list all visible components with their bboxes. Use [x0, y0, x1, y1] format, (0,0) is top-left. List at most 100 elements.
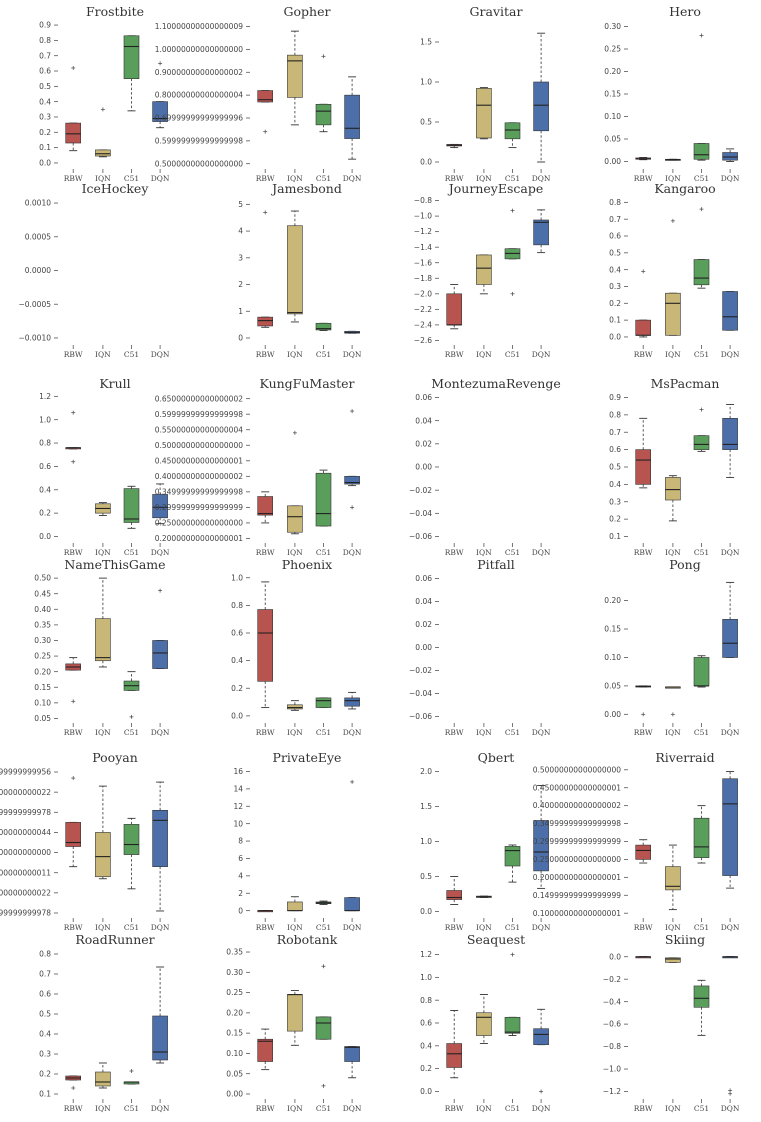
box-iqr [635, 319, 652, 336]
outlier-marker [670, 712, 675, 717]
y-tick-label: 0.06 [415, 393, 432, 402]
subplot-title: Jamesbond [270, 181, 342, 196]
x-tick-label: IQN [476, 1104, 492, 1113]
y-tick-label: 0.50 [34, 574, 51, 583]
subplot-title: JourneyEscape [447, 181, 543, 196]
subplot-hero: Hero 0.00 0.05 0.10 0.15 0.20 0.25 0.30 RBW IQN C5… [604, 4, 740, 183]
outlier-marker [350, 779, 355, 784]
y-tick-label: 1.0 [231, 573, 243, 582]
y-tick-label: 1 [238, 307, 243, 316]
y-tick-label: 1.0 [39, 415, 51, 424]
subplot-frostbite: Frostbite 0.0 0.1 0.2 0.3 0.4 0.5 0.6 0.7 0.8 0.9 R… [39, 4, 170, 183]
outlier-marker [158, 588, 163, 593]
outlier-marker [321, 964, 326, 969]
y-tick-label: 0.05 [226, 1069, 243, 1078]
box-iqr [257, 90, 274, 103]
x-tick-label: C51 [694, 728, 709, 737]
y-tick-label: 0.20 [226, 1008, 243, 1017]
box-iqr [315, 1016, 332, 1040]
y-tick-label: −1.0 [603, 1065, 621, 1074]
y-tick-label: 0.4 [420, 1041, 432, 1050]
y-tick-label: 0.699999999999999956 [0, 768, 51, 777]
y-tick-label: 0.35 [34, 620, 51, 629]
box-dqn [533, 1008, 549, 1094]
box-rbw [257, 90, 274, 134]
y-tick-label: 0.02 [415, 620, 432, 629]
outlier-marker [539, 1089, 544, 1094]
y-tick-label: 0.15 [604, 90, 621, 99]
y-tick-label: 0.8 [609, 410, 621, 419]
y-tick-label: −1.8 [414, 274, 432, 283]
y-tick-label: −0.0010 [18, 334, 51, 343]
box-iqr [152, 809, 168, 867]
box-iqr [344, 1046, 360, 1062]
x-tick-label: C51 [694, 548, 709, 557]
y-tick-label: 0.400000000000000022 [0, 888, 51, 897]
box-c51 [123, 671, 140, 719]
y-tick-label: 0.05 [604, 135, 621, 144]
y-tick-label: 0.1 [39, 143, 51, 152]
box-rbw [257, 1028, 274, 1071]
y-tick-label: 0.10 [226, 1049, 243, 1058]
box-c51 [123, 1069, 140, 1085]
box-rbw [635, 417, 652, 489]
y-tick-label: 0.34999999999999998 [533, 819, 622, 828]
subplot-title: Robotank [277, 932, 338, 947]
box-c51 [123, 35, 140, 112]
box-c51 [504, 208, 521, 296]
x-tick-label: IQN [287, 548, 303, 557]
x-tick-label: IQN [665, 1104, 681, 1113]
y-tick-label: 0.599999999999999978 [0, 808, 51, 817]
box-iqr [315, 472, 332, 527]
x-tick-label: RBW [634, 923, 653, 932]
outlier-marker [510, 291, 515, 296]
y-tick-label: 1.5 [420, 38, 432, 47]
y-tick-label: 0.00 [226, 1090, 243, 1099]
x-tick-label: RBW [445, 548, 464, 557]
y-tick-label: 0.7 [39, 970, 51, 979]
x-tick-label: IQN [476, 350, 492, 359]
box-iqr [152, 1015, 168, 1061]
box-iqr [287, 994, 303, 1032]
box-iqn [665, 957, 681, 963]
outlier-marker [71, 459, 76, 464]
box-iqr [665, 477, 681, 501]
box-iqr [693, 143, 710, 160]
x-tick-label: DQN [343, 350, 362, 359]
y-tick-label: 0.30 [604, 22, 621, 31]
y-tick-label: 2 [238, 280, 243, 289]
box-c51 [123, 817, 140, 890]
y-tick-label: 0 [238, 334, 243, 343]
box-iqr [123, 35, 140, 79]
subplot-title: Riverraid [655, 750, 714, 765]
y-tick-label: 0.5 [609, 463, 621, 472]
y-tick-label: 0.15 [34, 683, 51, 692]
box-iqn [95, 577, 111, 668]
box-iqn [287, 896, 303, 912]
y-tick-label: 0.6 [609, 445, 621, 454]
subplot-phoenix: Phoenix 0.0 0.2 0.4 0.6 0.8 1.0 RBW IQN C51 DQN [231, 557, 362, 737]
x-tick-label: DQN [151, 728, 170, 737]
y-tick-label: 10 [233, 819, 243, 828]
y-tick-label: 0.00 [604, 157, 621, 166]
subplot-journeyescape: JourneyEscape −0.8 −1.0 −1.2 −1.4 −1.6 −1.8 −2.… [414, 181, 551, 359]
y-tick-label: 0.6 [420, 1019, 432, 1028]
y-tick-label: 0.04 [415, 597, 432, 606]
x-tick-label: C51 [124, 728, 139, 737]
y-tick-label: 0.30 [226, 968, 243, 977]
x-tick-label: DQN [151, 1104, 170, 1113]
box-c51 [693, 655, 710, 688]
y-tick-label: 0.6 [39, 990, 51, 999]
y-tick-label: −0.06 [409, 532, 432, 541]
y-tick-label: 0.8 [39, 950, 51, 959]
y-tick-label: 0.2 [39, 1070, 51, 1079]
subplot-title: MsPacman [651, 376, 720, 391]
y-tick-label: 3 [238, 253, 243, 262]
subplot-title: PrivateEye [273, 750, 342, 765]
y-tick-label: 0.14999999999999999 [533, 891, 622, 900]
outlier-marker [263, 210, 268, 215]
subplot-pong: Pong 0.00 0.05 0.10 0.15 0.20 RBW IQN C51 DQN [604, 557, 740, 737]
box-iqn [476, 994, 492, 1044]
y-tick-label: 0.0005 [25, 232, 51, 241]
box-iqr [257, 316, 274, 327]
